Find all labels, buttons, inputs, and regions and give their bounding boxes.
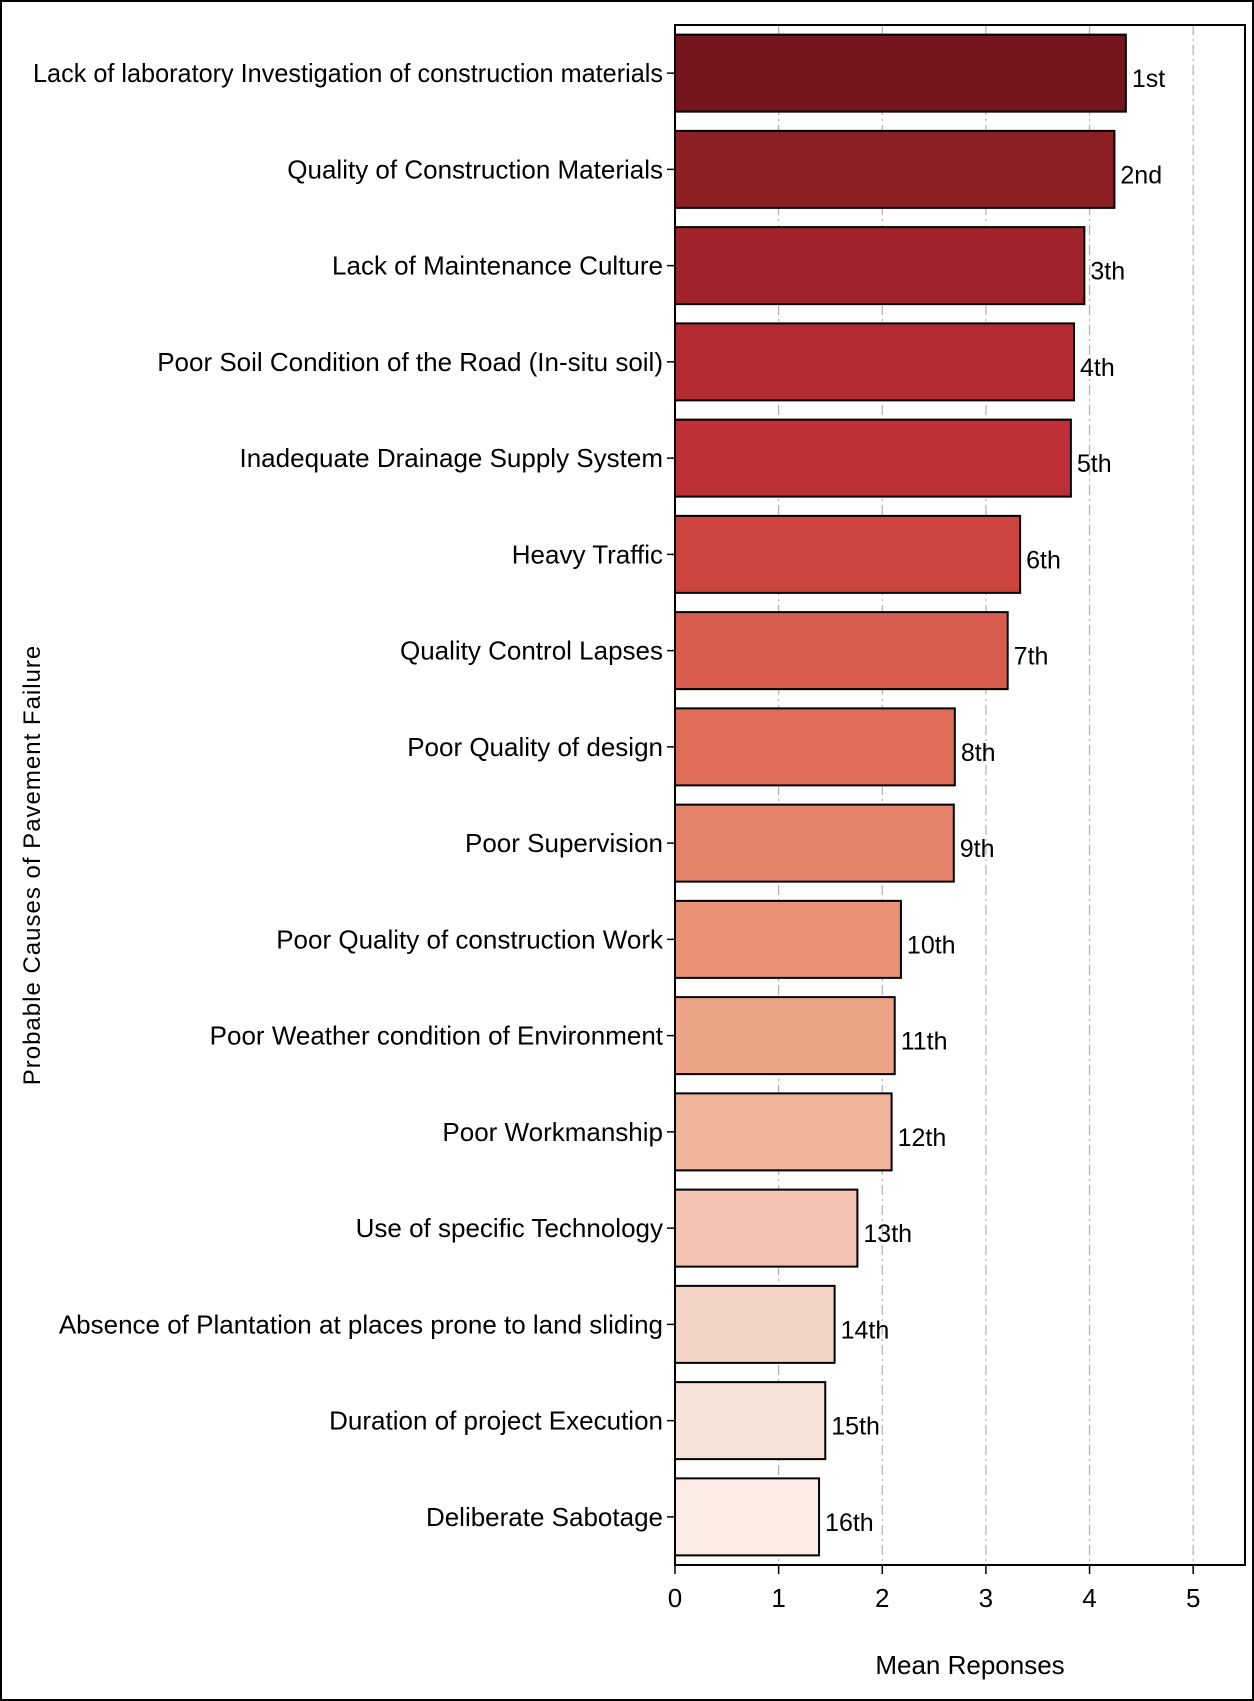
plot-area-frame	[674, 24, 1246, 1566]
category-label: Deliberate Sabotage	[426, 1502, 663, 1532]
bar-rank-label: 12th	[898, 1124, 947, 1152]
bar-rank-label: 10th	[907, 931, 956, 959]
bar	[674, 803, 955, 883]
bar-rank-label: 1st	[1132, 65, 1165, 93]
bar	[674, 707, 956, 787]
category-label: Poor Workmanship	[442, 1117, 663, 1147]
category-label: Quality of Construction Materials	[287, 154, 663, 184]
x-axis-title: Mean Reponses	[875, 1650, 1064, 1680]
bar	[674, 899, 902, 979]
x-tick-label: 4	[1082, 1583, 1096, 1613]
bar-rank-label: 14th	[841, 1316, 890, 1344]
bar-rank-label: 2nd	[1120, 161, 1162, 189]
category-label: Lack of Maintenance Culture	[332, 251, 663, 281]
bar	[674, 1477, 821, 1557]
bar	[674, 1381, 827, 1461]
bar-rank-label: 15th	[831, 1413, 880, 1441]
category-label: Absence of Plantation at places prone to…	[59, 1309, 663, 1339]
y-axis-title: Probable Causes of Pavement Failure	[19, 645, 46, 1086]
bar	[674, 1188, 859, 1268]
bar	[674, 129, 1116, 209]
bar-rank-label: 13th	[863, 1220, 912, 1248]
category-label: Heavy Traffic	[512, 539, 663, 569]
bar-rank-label: 7th	[1014, 643, 1049, 671]
y-axis-ticks: Lack of laboratory Investigation of cons…	[33, 58, 675, 1532]
bar-rank-label: 6th	[1026, 546, 1061, 574]
category-label: Poor Soil Condition of the Road (In-situ…	[157, 347, 663, 377]
bar	[674, 1092, 893, 1172]
x-tick-label: 2	[875, 1583, 889, 1613]
category-label: Poor Quality of design	[407, 732, 663, 762]
bar	[674, 226, 1086, 306]
bar	[674, 322, 1075, 402]
x-tick-label: 1	[771, 1583, 785, 1613]
bar	[674, 1284, 836, 1364]
bar-rank-label: 9th	[960, 835, 995, 863]
category-label: Lack of laboratory Investigation of cons…	[33, 58, 663, 88]
category-label: Quality Control Lapses	[400, 636, 663, 666]
category-label: Poor Weather condition of Environment	[210, 1021, 664, 1051]
bars: 1st 2nd 3th 4th 5th 6th 7th 8th 9th 10th 11th 12th 1…	[674, 33, 1165, 1557]
bar	[674, 996, 896, 1076]
x-axis-ticks: 0 1 2 3 4 5	[668, 1565, 1200, 1613]
bar	[674, 514, 1022, 594]
x-tick-label: 5	[1186, 1583, 1200, 1613]
category-label: Duration of project Execution	[329, 1406, 663, 1436]
x-tick-label: 3	[979, 1583, 993, 1613]
bar-rank-label: 11th	[901, 1028, 948, 1056]
bar-rank-label: 5th	[1077, 450, 1112, 478]
bar-rank-label: 8th	[961, 739, 996, 767]
bar-rank-label: 3th	[1090, 258, 1125, 286]
bar	[674, 611, 1009, 691]
category-label: Poor Quality of construction Work	[276, 924, 664, 954]
category-label: Poor Supervision	[465, 828, 663, 858]
category-label: Inadequate Drainage Supply System	[240, 443, 664, 473]
bar-rank-label: 16th	[825, 1509, 874, 1537]
x-tick-label: 0	[668, 1583, 682, 1613]
bar-rank-label: 4th	[1080, 354, 1115, 382]
bar	[674, 33, 1127, 113]
bar	[674, 418, 1072, 498]
category-label: Use of specific Technology	[356, 1213, 663, 1243]
